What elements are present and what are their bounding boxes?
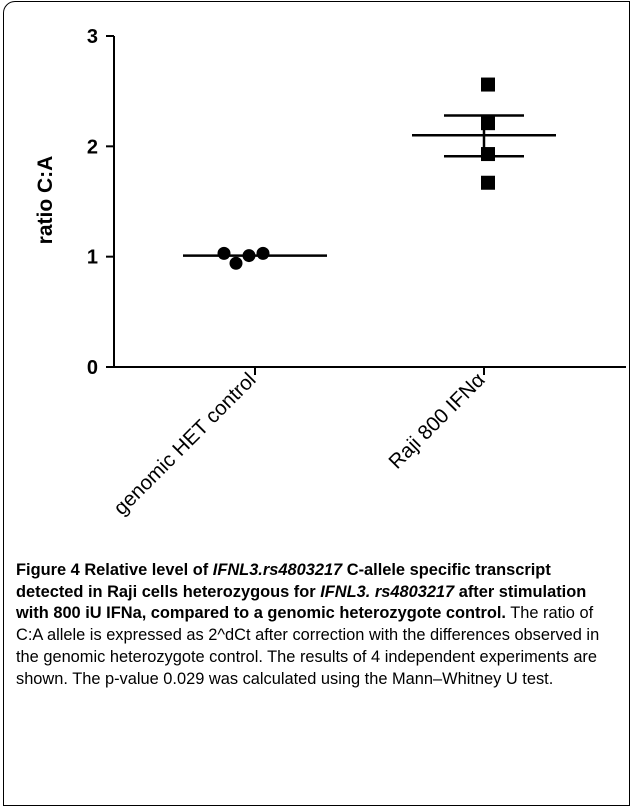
caption-title-3: after stimulation with 800 iU IFNa, comp… (16, 582, 587, 623)
y-tick-label: 1 (87, 247, 98, 269)
y-tick-label: 0 (87, 357, 98, 379)
data-point (229, 256, 243, 270)
data-point (217, 246, 231, 260)
caption-gene-1: IFNL3.rs4803217 (212, 561, 343, 579)
data-point (481, 175, 495, 190)
data-point (481, 116, 495, 131)
data-point (481, 147, 495, 162)
x-tick-label: genomic HET control (109, 368, 260, 519)
data-point (242, 249, 256, 263)
data-point (256, 246, 270, 260)
y-axis-label: ratio C:A (34, 156, 57, 245)
y-tick-label: 3 (87, 26, 98, 48)
caption-label: Figure 4 (16, 561, 80, 579)
caption-body: The ratio of C:A allele is expressed as … (16, 604, 600, 688)
x-tick-label: Raji 800 IFNα (384, 368, 489, 473)
caption-title-2: C-allele specific transcript detected in… (16, 561, 551, 601)
x-tick-labels: genomic HET control Raji 800 IFNα (109, 367, 490, 520)
scatter-chart: 0 1 2 3 genomic HET control Raji 800 IFNα ra… (34, 26, 626, 520)
chart-marks (183, 77, 556, 270)
figure-frame (3, 1, 630, 806)
figure-caption: Figure 4 Relative level of IFNL3.rs48032… (16, 560, 619, 690)
data-point (481, 77, 495, 92)
y-tick-labels: 0 1 2 3 (87, 26, 114, 379)
chart-axes (113, 36, 626, 368)
y-tick-label: 2 (87, 136, 98, 158)
caption-gene-2: IFNL3. rs4803217 (320, 582, 455, 601)
caption-title-1: Relative level of (79, 561, 213, 579)
